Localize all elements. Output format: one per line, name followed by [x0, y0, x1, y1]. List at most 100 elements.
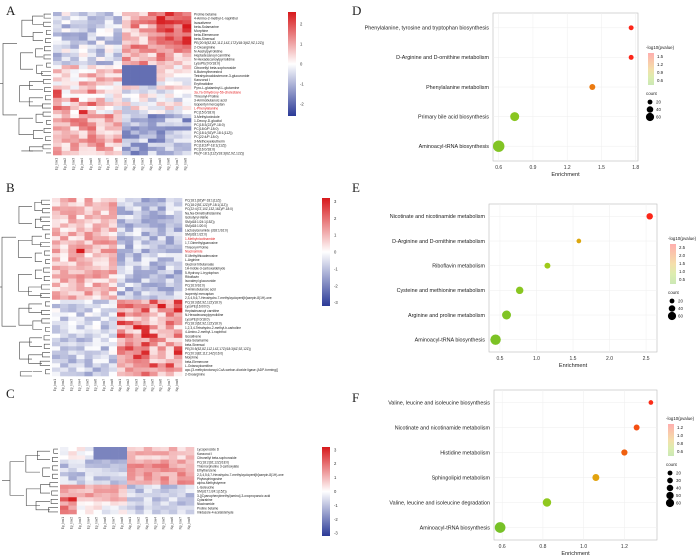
- heatmap-cell: [96, 130, 106, 135]
- row-label: 3-Methoxyeleutherin: [194, 139, 225, 143]
- size-legend-dot: [667, 311, 677, 321]
- heatmap-cell: [122, 69, 131, 74]
- heatmap-cell: [96, 118, 106, 123]
- heatmap-cell: [52, 223, 61, 228]
- heatmap-cell: [104, 61, 114, 66]
- heatmap-cell: [157, 295, 167, 301]
- heatmap-cell: [70, 52, 80, 58]
- column-label: Np_low3: [134, 379, 138, 392]
- heatmap-cell: [118, 493, 128, 498]
- heatmap-cell: [76, 455, 86, 460]
- heatmap-cell: [70, 118, 80, 123]
- heatmap-cell: [125, 210, 134, 216]
- heatmap-cell: [141, 299, 150, 305]
- y-category-label: Valine, leucine and isoleucine degradati…: [389, 500, 490, 506]
- row-label: Isobutyryl-Valine: [185, 216, 209, 220]
- heatmap-cell: [165, 77, 175, 82]
- heatmap-cell: [173, 231, 183, 237]
- size-legend-dot: [647, 99, 653, 105]
- heatmap-cell: [149, 274, 158, 279]
- heatmap-cell: [122, 52, 131, 58]
- heatmap-cell: [156, 36, 166, 41]
- y-category-label: Aminoacyl-tRNA biosynthesis: [419, 144, 490, 150]
- heatmap-cell: [130, 73, 140, 78]
- heatmap-cell: [96, 40, 106, 45]
- size-legend-dot: [669, 298, 675, 304]
- heatmap-cell: [156, 48, 166, 54]
- heatmap-cell: [93, 467, 103, 473]
- data-point: [646, 213, 653, 220]
- heatmap-cell: [53, 65, 62, 70]
- colorbar-tick-label: -2: [334, 283, 338, 288]
- heatmap-cell: [92, 359, 102, 364]
- heatmap-cell: [130, 150, 140, 156]
- heatmap-cell: [160, 488, 170, 494]
- heatmap-cell: [127, 455, 136, 460]
- heatmap-cell: [84, 240, 93, 245]
- heatmap-cell: [117, 337, 126, 343]
- heatmap-cell: [84, 214, 93, 220]
- heatmap-cell: [108, 265, 118, 271]
- heatmap-cell: [149, 227, 158, 233]
- heatmap-cell: [182, 73, 192, 78]
- heatmap-cell: [182, 77, 192, 82]
- heatmap-cell: [60, 342, 69, 347]
- row-label: Pyro-L-glutaminyl-L-glutamine: [194, 86, 239, 90]
- row-label: L-Isoleucine: [197, 485, 214, 489]
- heatmap-cell: [157, 248, 167, 254]
- heatmap-cell: [70, 16, 80, 21]
- heatmap-cell: [85, 505, 94, 511]
- heatmap-cell: [143, 493, 153, 498]
- row-label: PC(16:0/16:0): [185, 283, 205, 287]
- heatmap-cell: [84, 265, 93, 271]
- heatmap-cell: [173, 257, 183, 262]
- heatmap-cell: [165, 20, 175, 25]
- heatmap-cell: [113, 16, 123, 21]
- heatmap-cell: [130, 69, 140, 74]
- heatmap-cell: [92, 244, 102, 250]
- heatmap-cell: [110, 451, 119, 456]
- heatmap-cell: [173, 253, 183, 258]
- heatmap-cell: [87, 20, 97, 25]
- heatmap-cell: [118, 509, 128, 515]
- heatmap-cell: [85, 455, 94, 460]
- heatmap-cell: [173, 282, 183, 288]
- heatmap-cell: [60, 308, 69, 313]
- heatmap-cell: [141, 342, 150, 347]
- heatmap-a: Proline betaine4-Amino-2-methyl-1-naphth…: [0, 12, 304, 170]
- heatmap-cell: [165, 223, 175, 228]
- heatmap-cell: [117, 342, 126, 347]
- heatmap-cell: [78, 16, 88, 21]
- heatmap-cell: [141, 198, 150, 203]
- heatmap-cell: [117, 274, 126, 279]
- heatmap-cell: [182, 146, 192, 152]
- heatmap-cell: [177, 509, 186, 515]
- heatmap-cell: [125, 359, 134, 364]
- heatmap-cell: [141, 274, 150, 279]
- color-legend-bar: [648, 53, 654, 85]
- dendrogram-branch: [18, 273, 32, 292]
- dendrogram-branch: [42, 144, 51, 150]
- heatmap-cell: [165, 56, 175, 62]
- row-label: SM(d18:1/22:0): [185, 233, 207, 237]
- heatmap-cell: [156, 93, 166, 99]
- heatmap-cell: [108, 227, 118, 233]
- heatmap-cell: [68, 231, 77, 237]
- row-label: 2-Oxoarginine: [185, 372, 205, 376]
- heatmap-cell: [185, 476, 195, 481]
- heatmap-cell: [87, 16, 97, 21]
- dendrogram-branch: [32, 15, 43, 25]
- heatmap-cell: [149, 236, 158, 241]
- heatmap-cell: [60, 270, 69, 275]
- heatmap-cell: [133, 210, 142, 216]
- y-category-label: Phenylalanine metabolism: [426, 85, 489, 91]
- size-legend-label: 40: [678, 306, 683, 311]
- heatmap-cell: [160, 480, 170, 485]
- heatmap-cell: [100, 346, 110, 351]
- row-label: Niacinamide: [197, 502, 215, 506]
- colorbar-tick-label: 3: [334, 199, 337, 204]
- heatmap-cell: [147, 36, 157, 41]
- heatmap-cell: [92, 320, 102, 326]
- column-label: Ep_low7: [111, 517, 115, 529]
- y-category-label: Riboflavin metabolism: [432, 263, 485, 269]
